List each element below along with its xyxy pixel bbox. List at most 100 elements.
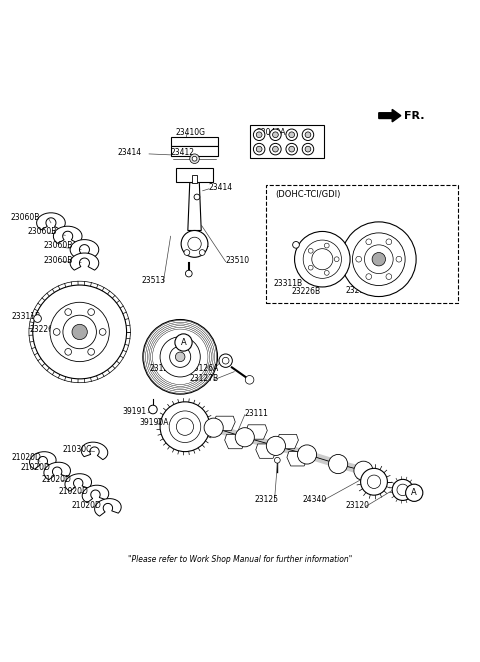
Circle shape — [286, 129, 298, 140]
Circle shape — [235, 428, 254, 447]
Text: 23060B: 23060B — [44, 242, 73, 250]
Circle shape — [308, 248, 313, 253]
Text: 21020D: 21020D — [41, 475, 71, 484]
Circle shape — [204, 418, 223, 438]
Circle shape — [270, 144, 281, 155]
Polygon shape — [95, 498, 121, 516]
Circle shape — [222, 357, 229, 364]
Circle shape — [175, 352, 185, 361]
Circle shape — [181, 230, 208, 258]
Circle shape — [33, 285, 127, 379]
Circle shape — [295, 232, 350, 287]
Polygon shape — [70, 253, 99, 270]
Circle shape — [253, 129, 265, 140]
Circle shape — [219, 354, 232, 367]
Circle shape — [289, 132, 295, 138]
Circle shape — [302, 144, 314, 155]
Circle shape — [188, 237, 201, 251]
Polygon shape — [188, 183, 201, 230]
Circle shape — [302, 129, 314, 140]
Circle shape — [364, 245, 393, 273]
Circle shape — [88, 348, 95, 355]
Bar — [266, 185, 458, 303]
Text: 23060B: 23060B — [27, 227, 56, 236]
Polygon shape — [30, 451, 56, 469]
Circle shape — [308, 265, 313, 270]
Text: "Please refer to Work Shop Manual for further information": "Please refer to Work Shop Manual for fu… — [128, 555, 352, 564]
Circle shape — [88, 308, 95, 315]
Circle shape — [184, 250, 190, 256]
Circle shape — [253, 144, 265, 155]
Bar — [170, 146, 218, 156]
Text: 23414: 23414 — [118, 148, 142, 158]
Polygon shape — [36, 213, 65, 230]
Circle shape — [356, 256, 361, 262]
Circle shape — [293, 242, 300, 248]
Text: 23412: 23412 — [170, 148, 194, 158]
Text: 39190A: 39190A — [140, 418, 169, 428]
Bar — [250, 125, 324, 158]
Circle shape — [245, 375, 254, 384]
Text: 23040A: 23040A — [257, 128, 286, 137]
Polygon shape — [287, 451, 308, 466]
Text: 23124B: 23124B — [149, 364, 178, 373]
Text: 23060B: 23060B — [10, 213, 40, 222]
Circle shape — [275, 457, 280, 463]
Circle shape — [341, 222, 416, 297]
Text: A: A — [180, 338, 186, 347]
Circle shape — [360, 468, 387, 495]
Circle shape — [328, 455, 348, 473]
Circle shape — [392, 479, 413, 500]
Circle shape — [169, 411, 201, 442]
Circle shape — [324, 271, 329, 275]
Polygon shape — [246, 425, 267, 439]
Circle shape — [194, 194, 200, 200]
Polygon shape — [44, 462, 71, 480]
Circle shape — [53, 328, 60, 336]
Circle shape — [65, 348, 72, 355]
Bar — [170, 137, 218, 146]
Text: 24340: 24340 — [302, 495, 326, 504]
Circle shape — [305, 132, 311, 138]
Circle shape — [312, 249, 333, 269]
Text: 23311B: 23311B — [274, 279, 302, 287]
Text: 23211B: 23211B — [345, 286, 374, 295]
Circle shape — [160, 337, 200, 377]
Circle shape — [199, 250, 205, 256]
Circle shape — [29, 281, 131, 383]
Circle shape — [305, 146, 311, 152]
Circle shape — [34, 314, 41, 322]
Text: 21020D: 21020D — [72, 501, 101, 510]
Circle shape — [366, 274, 372, 279]
Circle shape — [273, 146, 278, 152]
Polygon shape — [70, 240, 99, 257]
Circle shape — [273, 132, 278, 138]
Polygon shape — [379, 109, 401, 122]
Polygon shape — [81, 442, 108, 459]
Text: 23125: 23125 — [254, 495, 278, 504]
Text: 21030C: 21030C — [63, 446, 92, 454]
Circle shape — [386, 274, 392, 279]
Circle shape — [160, 402, 210, 451]
Circle shape — [65, 308, 72, 315]
Circle shape — [190, 154, 199, 164]
Circle shape — [303, 240, 341, 278]
Polygon shape — [82, 485, 109, 502]
Circle shape — [270, 129, 281, 140]
Circle shape — [175, 334, 192, 351]
Circle shape — [397, 484, 408, 496]
Text: 21020D: 21020D — [11, 453, 41, 462]
Text: FR.: FR. — [404, 111, 425, 120]
Circle shape — [169, 346, 191, 367]
Circle shape — [286, 144, 298, 155]
Circle shape — [185, 270, 192, 277]
Text: 23120: 23120 — [345, 501, 369, 510]
Polygon shape — [65, 474, 92, 491]
Circle shape — [149, 405, 157, 414]
Circle shape — [406, 484, 423, 501]
Text: 23226B: 23226B — [29, 324, 59, 334]
Circle shape — [396, 256, 402, 262]
Circle shape — [289, 146, 295, 152]
Text: 21020D: 21020D — [21, 463, 51, 473]
Circle shape — [72, 324, 87, 340]
